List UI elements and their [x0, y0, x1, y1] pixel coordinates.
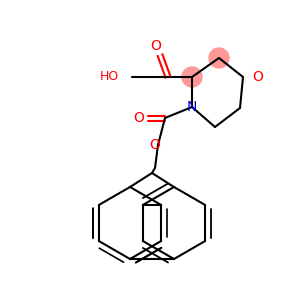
Text: O: O [151, 39, 161, 53]
Text: O: O [134, 111, 144, 125]
Text: O: O [150, 138, 160, 152]
Text: O: O [252, 70, 263, 84]
Text: N: N [187, 100, 197, 114]
Text: HO: HO [100, 70, 119, 83]
Circle shape [209, 48, 229, 68]
Circle shape [182, 67, 202, 87]
